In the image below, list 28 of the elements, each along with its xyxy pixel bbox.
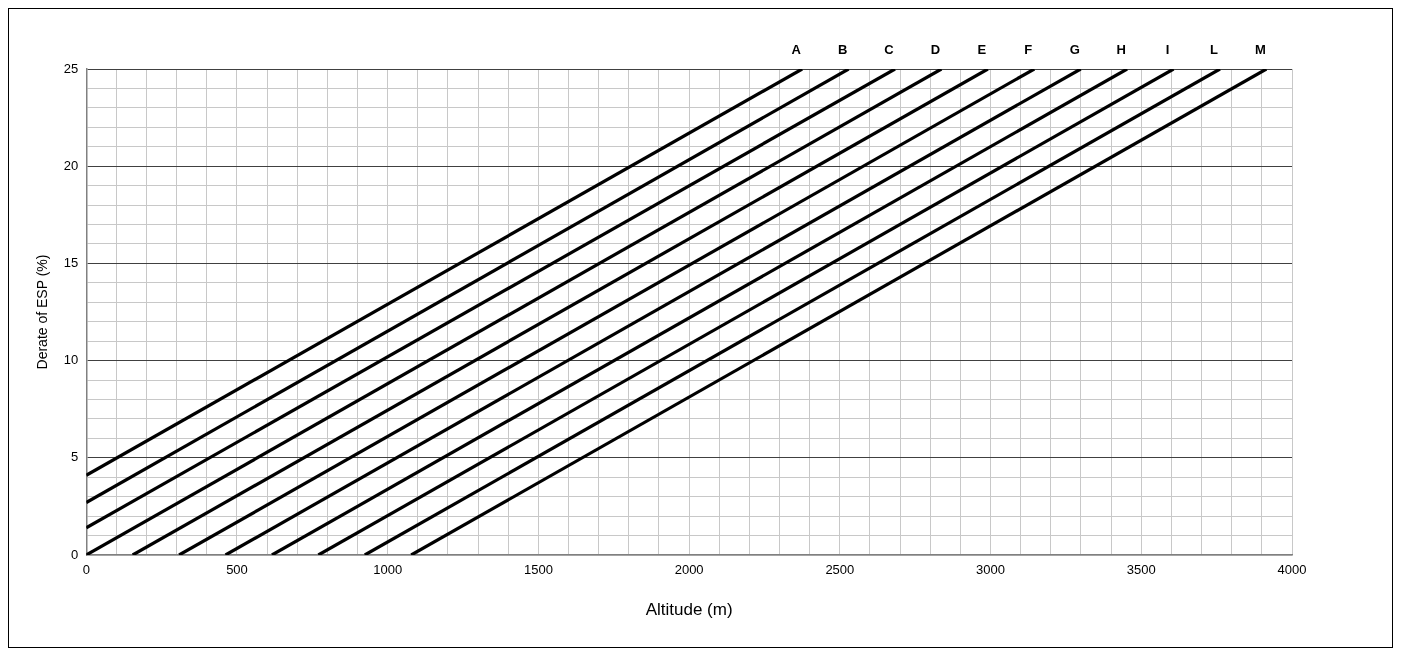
series-label: C [884, 42, 895, 58]
series-label: A [791, 42, 802, 58]
x-tick-label: 3500 [1126, 562, 1156, 578]
x-tick-label: 3000 [976, 562, 1006, 578]
y-tick-label: 15 [63, 254, 79, 270]
x-tick-label: 1500 [523, 562, 553, 578]
x-axis-title: Altitude (m) [645, 600, 733, 620]
y-tick-label: 10 [63, 352, 79, 368]
series-label: I [1165, 42, 1170, 58]
series-label: M [1254, 42, 1266, 58]
x-tick-label: 1000 [373, 562, 403, 578]
series-label: L [1209, 42, 1218, 58]
series-label: B [837, 42, 848, 58]
y-tick-label: 5 [71, 449, 79, 465]
x-tick-label: 2500 [825, 562, 855, 578]
x-tick-label: 500 [226, 562, 248, 578]
y-tick-label: 0 [71, 546, 79, 562]
y-tick-label: 25 [63, 60, 79, 76]
series-label: E [977, 42, 987, 58]
x-tick-label: 0 [82, 562, 90, 578]
series-label: D [930, 42, 941, 58]
x-tick-label: 2000 [674, 562, 704, 578]
y-axis-title: Derate of ESP (%) [34, 254, 51, 370]
series-label: H [1116, 42, 1126, 58]
x-tick-label: 4000 [1277, 562, 1307, 578]
series-label: G [1069, 42, 1080, 58]
y-tick-label: 20 [63, 157, 79, 173]
series-label: F [1024, 42, 1033, 58]
